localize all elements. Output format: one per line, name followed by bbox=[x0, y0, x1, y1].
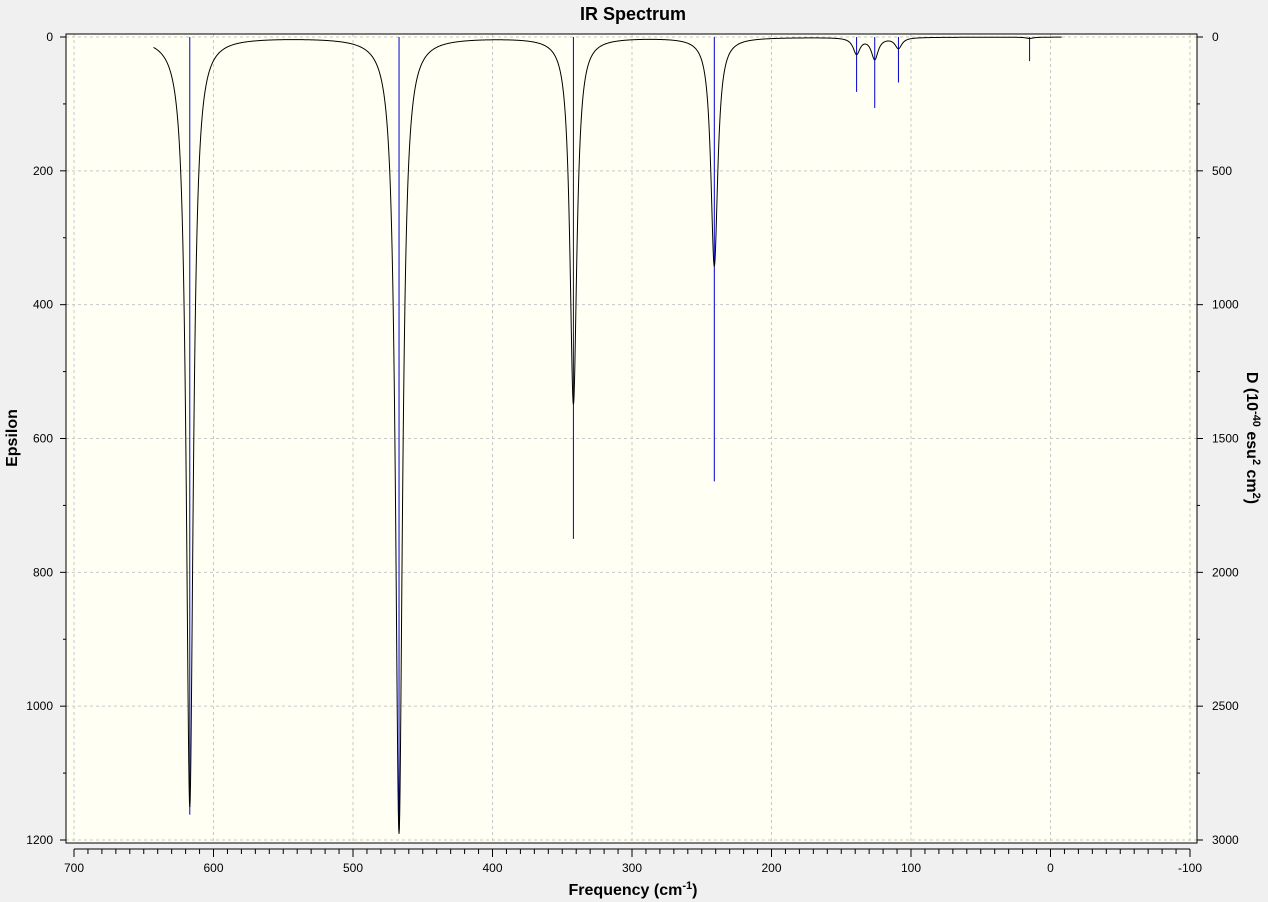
y-left-tick-label: 600 bbox=[33, 432, 53, 446]
y-right-tick-label: 2500 bbox=[1212, 699, 1239, 713]
x-tick-label: 300 bbox=[622, 861, 642, 875]
y-right-tick-label: 1500 bbox=[1212, 432, 1239, 446]
y-right-tick-label: 0 bbox=[1212, 30, 1219, 44]
x-tick-label: 200 bbox=[761, 861, 781, 875]
x-tick-label: 500 bbox=[343, 861, 363, 875]
y-left-tick-label: 1200 bbox=[26, 833, 53, 847]
x-tick-label: 600 bbox=[203, 861, 223, 875]
axes: 700 600 500 400 300 200 100 0 -10002004006008001… bbox=[26, 30, 1239, 875]
y-right-tick-label: 1000 bbox=[1212, 298, 1239, 312]
y-right-tick-label: 3000 bbox=[1212, 833, 1239, 847]
x-tick-label: 100 bbox=[901, 861, 921, 875]
y-axis-title-left: Epsilon bbox=[4, 409, 21, 467]
x-tick-label: -100 bbox=[1178, 861, 1202, 875]
y-left-tick-label: 1000 bbox=[26, 699, 53, 713]
y-left-tick-label: 800 bbox=[33, 565, 53, 579]
y-right-tick-label: 2000 bbox=[1212, 565, 1239, 579]
y-left-tick-label: 0 bbox=[46, 30, 53, 44]
stick-spectrum bbox=[189, 37, 1031, 830]
y-axis-title-right: D (10-40 esu2 cm2) bbox=[1243, 372, 1262, 504]
y-right-tick-label: 500 bbox=[1212, 164, 1232, 178]
x-axis-title: Frequency (cm-1) bbox=[569, 880, 698, 899]
spectrum-curve bbox=[153, 36, 1062, 834]
x-tick-label: 0 bbox=[1047, 861, 1054, 875]
chart-title: IR Spectrum bbox=[580, 4, 686, 24]
x-tick-label: 700 bbox=[64, 861, 84, 875]
y-left-tick-label: 200 bbox=[33, 164, 53, 178]
y-left-tick-label: 400 bbox=[33, 298, 53, 312]
x-tick-label: 400 bbox=[482, 861, 502, 875]
